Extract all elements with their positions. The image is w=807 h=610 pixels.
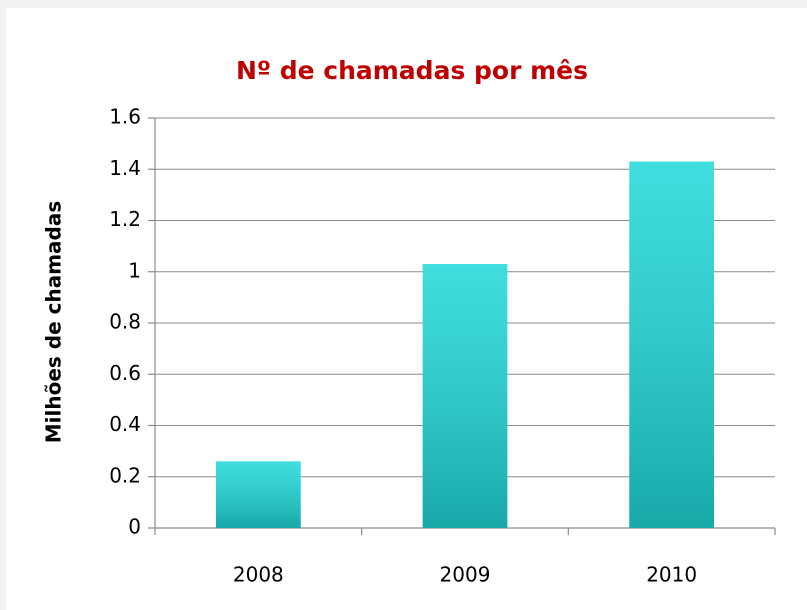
y-tick-label: 0 — [128, 515, 141, 539]
y-tick-label: 1.2 — [109, 207, 141, 231]
y-tick-label: 1.4 — [109, 156, 141, 180]
x-tick-label: 2010 — [646, 563, 697, 587]
y-tick-label: 0.4 — [109, 412, 141, 436]
y-tick-label: 1.6 — [109, 105, 141, 129]
x-tick-label: 2009 — [440, 563, 491, 587]
x-tick-label: 2008 — [233, 563, 284, 587]
bar — [215, 461, 301, 528]
y-tick-label: 1 — [128, 258, 141, 282]
bar — [422, 264, 508, 528]
y-tick-label: 0.8 — [109, 310, 141, 334]
y-axis-label: Milhões de chamadas — [42, 201, 66, 444]
chart-title: Nº de chamadas por mês — [236, 56, 588, 85]
bar — [629, 161, 715, 528]
y-tick-label: 0.2 — [109, 463, 141, 487]
y-tick-label: 0.6 — [109, 361, 141, 385]
